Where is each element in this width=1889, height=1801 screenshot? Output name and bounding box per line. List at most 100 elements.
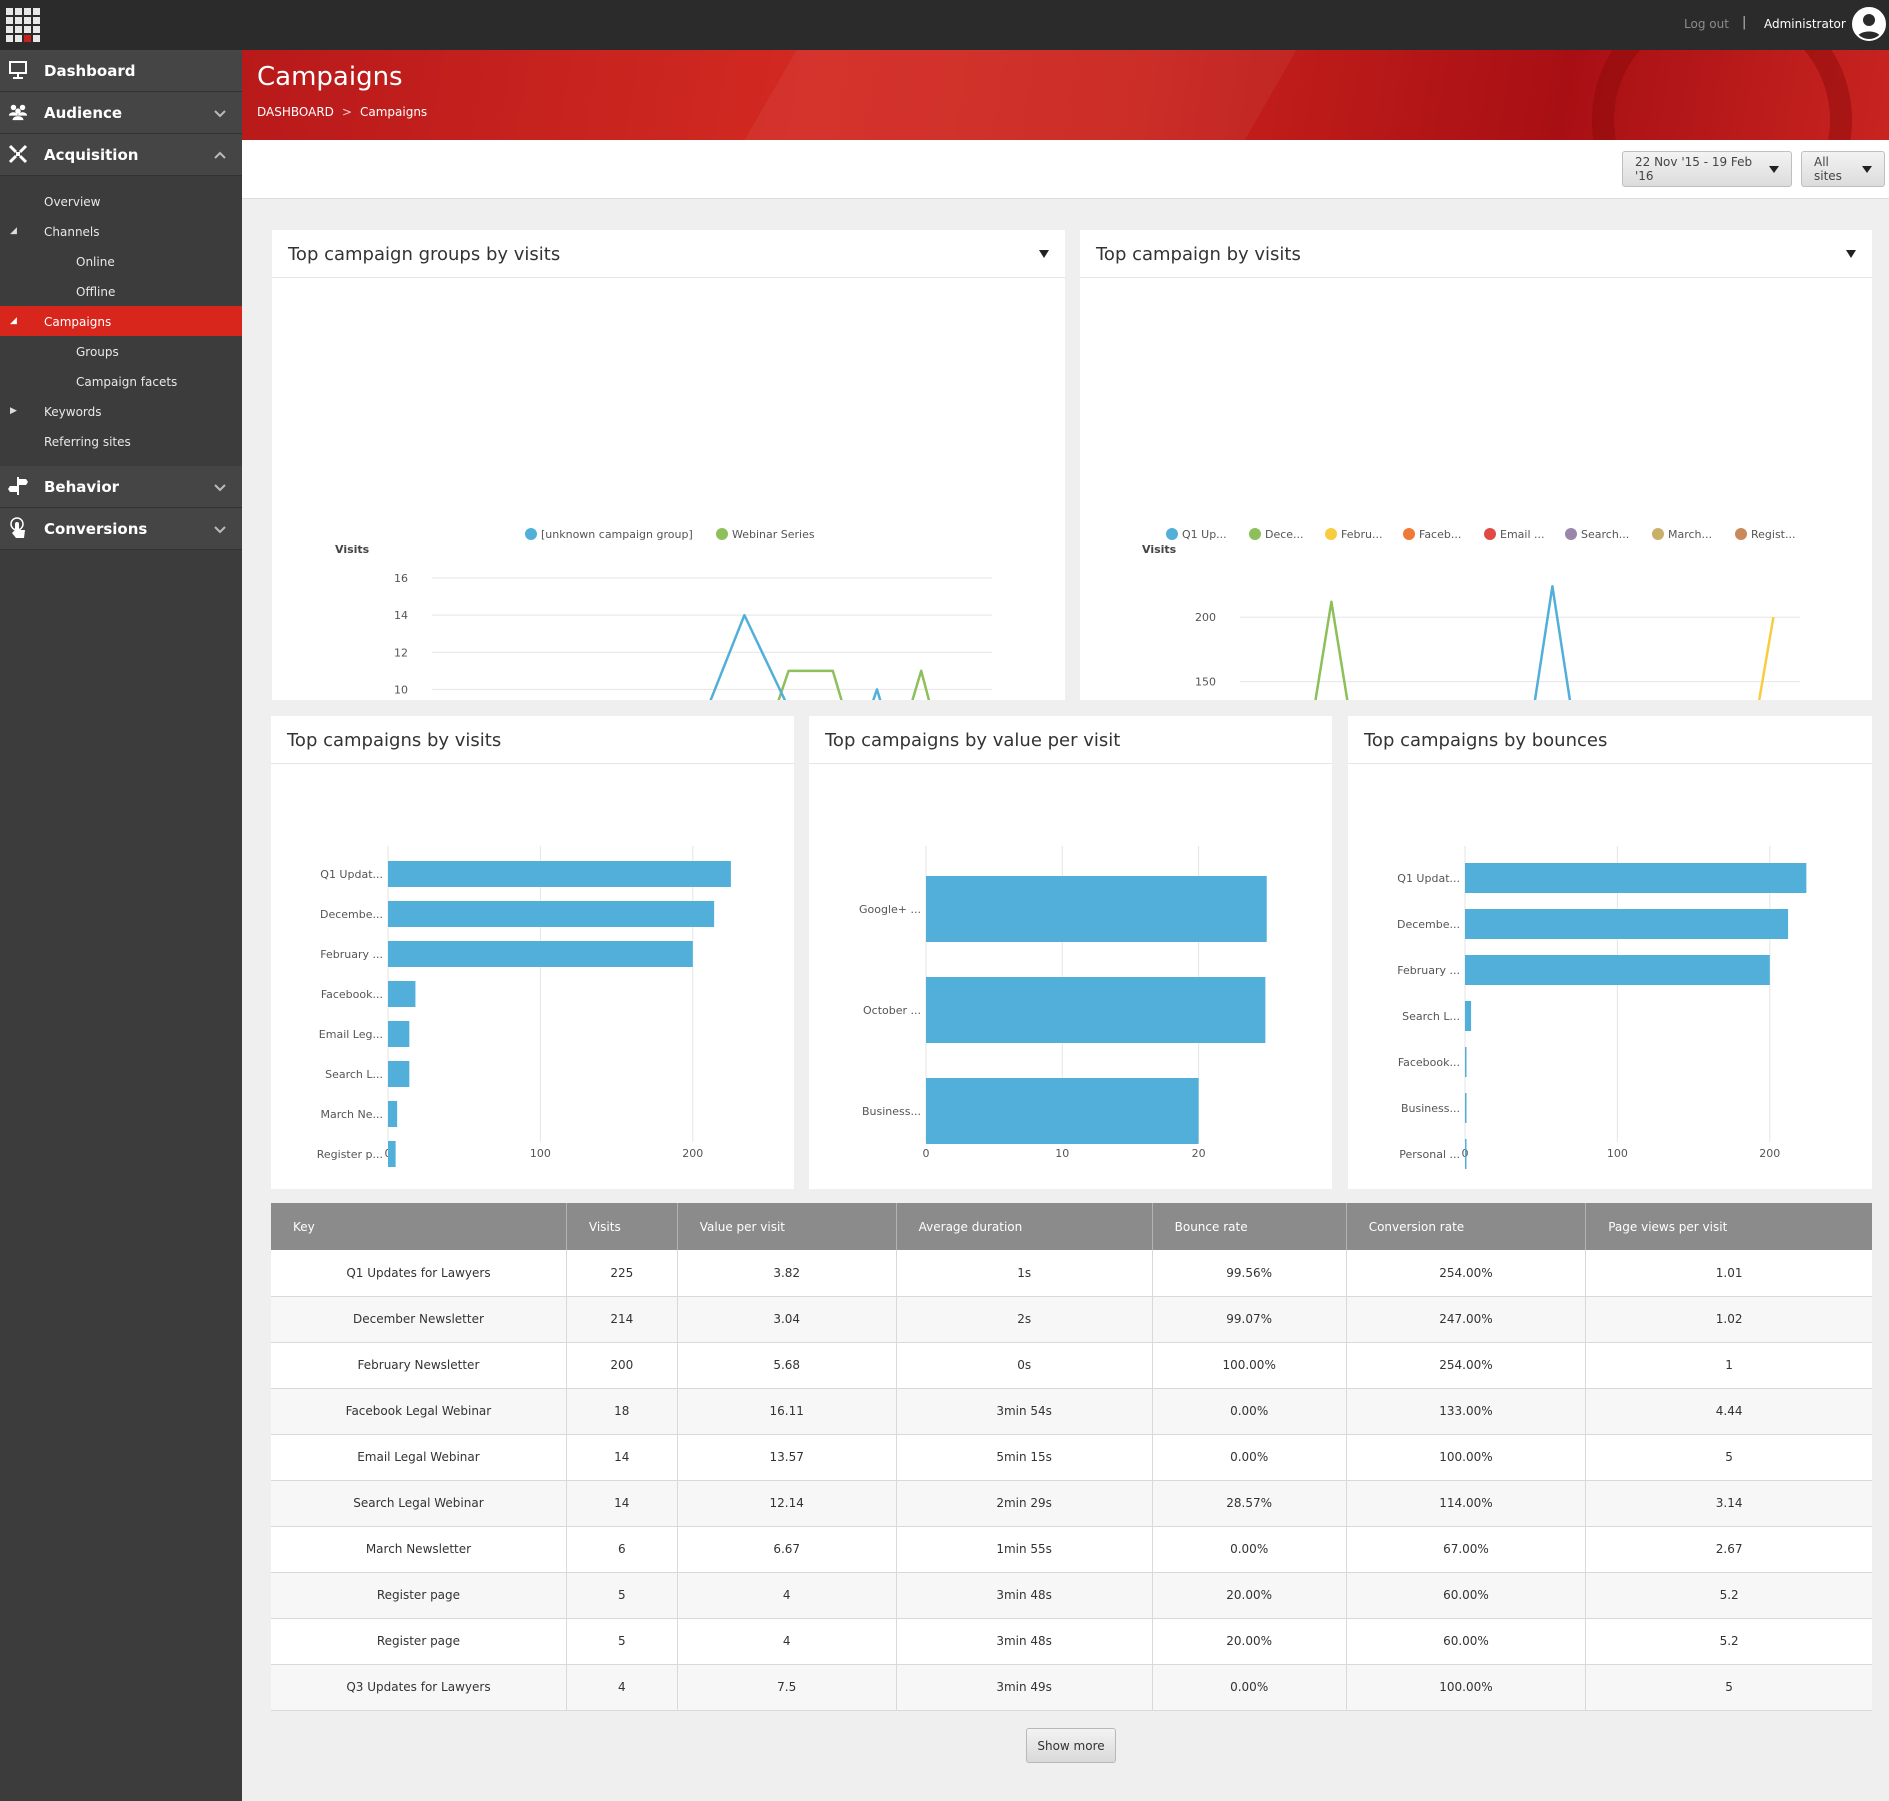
category-label: Q1 Updat... xyxy=(1397,872,1460,885)
column-header[interactable]: Conversion rate xyxy=(1346,1203,1587,1250)
sidebar-item-audience[interactable]: Audience xyxy=(0,92,242,134)
user-icon xyxy=(1857,14,1881,39)
table-cell: 1.02 xyxy=(1585,1296,1872,1343)
table-row[interactable]: Search Legal Webinar 14 12.14 2min 29s 28.57… xyxy=(271,1480,1872,1527)
category-label: March Ne... xyxy=(320,1108,383,1121)
table-cell: 225 xyxy=(566,1250,678,1297)
table-cell: 254.00% xyxy=(1346,1250,1587,1297)
sidebar-subitem-groups[interactable]: Groups xyxy=(0,336,242,366)
sidebar-subitem-campaigns[interactable]: ◢ Campaigns xyxy=(0,306,242,336)
panel-header xyxy=(1348,716,1872,764)
x-tick-label: 20 xyxy=(1192,1147,1206,1160)
page-header: Campaigns DASHBOARD > Campaigns xyxy=(242,50,1889,140)
bar xyxy=(1465,955,1770,985)
avatar[interactable] xyxy=(1852,7,1886,41)
table-row[interactable]: December Newsletter 214 3.04 2s 99.07% 247.00… xyxy=(271,1296,1872,1343)
sidebar-item-label: Audience xyxy=(44,104,123,122)
panel-menu-icon[interactable] xyxy=(1039,250,1049,258)
table-row[interactable]: February Newsletter 200 5.68 0s 100.00% 254.0… xyxy=(271,1342,1872,1389)
table-cell: 20.00% xyxy=(1152,1572,1347,1619)
column-header[interactable]: Value per visit xyxy=(677,1203,897,1250)
table-cell: 5.68 xyxy=(677,1342,897,1389)
legend-swatch xyxy=(1484,528,1496,540)
acquisition-icon xyxy=(8,144,28,164)
app-launcher-icon[interactable] xyxy=(6,8,40,42)
panel-header xyxy=(271,716,794,764)
sidebar-subitem-label: Referring sites xyxy=(44,435,131,449)
sidebar-subitem-campaign-facets[interactable]: Campaign facets xyxy=(0,366,242,396)
x-tick-label: 0 xyxy=(923,1147,930,1160)
sidebar-subitem-overview[interactable]: Overview xyxy=(0,186,242,216)
user-name[interactable]: Administrator xyxy=(1764,17,1846,31)
sidebar-item-conversions[interactable]: Conversions xyxy=(0,508,242,550)
column-header[interactable]: Bounce rate xyxy=(1152,1203,1347,1250)
sidebar-subitem-online[interactable]: Online xyxy=(0,246,242,276)
bar xyxy=(388,1101,398,1127)
sidebar-subitem-offline[interactable]: Offline xyxy=(0,276,242,306)
table-row[interactable]: Facebook Legal Webinar 18 16.11 3min 54s 0.0… xyxy=(271,1388,1872,1435)
category-label: Decembe... xyxy=(1397,918,1460,931)
table-cell: 5 xyxy=(566,1572,678,1619)
sidebar-item-acquisition[interactable]: Acquisition xyxy=(0,134,242,176)
table-row[interactable]: March Newsletter 6 6.67 1min 55s 0.00% 67.00%… xyxy=(271,1526,1872,1573)
table-body: Q1 Updates for Lawyers 225 3.82 1s 99.56% 254… xyxy=(271,1250,1872,1711)
people-icon xyxy=(8,102,28,122)
column-header[interactable]: Key xyxy=(271,1203,567,1250)
sidebar-subitem-referring-sites[interactable]: Referring sites xyxy=(0,426,242,456)
table-cell: 133.00% xyxy=(1346,1388,1587,1435)
bar xyxy=(388,1021,410,1047)
category-label: Business... xyxy=(862,1105,921,1118)
panel-menu-icon[interactable] xyxy=(1846,250,1856,258)
panel-header xyxy=(809,716,1332,764)
expand-triangle-icon[interactable]: ◢ xyxy=(10,226,17,236)
legend-label: Search... xyxy=(1581,528,1629,541)
touch-icon xyxy=(8,517,28,538)
bar xyxy=(926,1078,1199,1144)
table-cell: December Newsletter xyxy=(271,1296,567,1343)
table-row[interactable]: Register page 5 4 3min 48s 20.00% 60.00% 5.2 xyxy=(271,1618,1872,1665)
expand-triangle-icon[interactable]: ◢ xyxy=(10,316,17,326)
table-row[interactable]: Q1 Updates for Lawyers 225 3.82 1s 99.56% 254… xyxy=(271,1250,1872,1297)
table-row[interactable]: Register page 5 4 3min 48s 20.00% 60.00% 5.2 xyxy=(271,1572,1872,1619)
logout-link[interactable]: Log out xyxy=(1684,17,1729,31)
table-cell: 0.00% xyxy=(1152,1434,1347,1481)
column-header[interactable]: Average duration xyxy=(896,1203,1153,1250)
category-label: Personal ... xyxy=(1399,1148,1460,1161)
category-label: October ... xyxy=(863,1004,921,1017)
sidebar-subitem-keywords[interactable]: ▶ Keywords xyxy=(0,396,242,426)
sites-value: All sites xyxy=(1814,155,1842,183)
y-tick-label: 200 xyxy=(1195,611,1216,624)
bar xyxy=(1465,1139,1467,1169)
table-cell: 0.00% xyxy=(1152,1664,1347,1711)
y-axis-label: Visits xyxy=(1142,543,1177,556)
table-cell: 12.14 xyxy=(677,1480,897,1527)
sidebar-subitem-label: Keywords xyxy=(44,405,102,419)
breadcrumb-dashboard[interactable]: DASHBOARD xyxy=(257,105,334,119)
x-tick-label: 100 xyxy=(530,1147,551,1160)
sidebar-item-label: Dashboard xyxy=(44,62,136,80)
table-cell: Register page xyxy=(271,1618,567,1665)
panel-campaigns-by-bounces: Top campaigns by bounces 0100200Q1 Updat… xyxy=(1348,716,1872,1189)
table-cell: 18 xyxy=(566,1388,678,1435)
table-cell: 100.00% xyxy=(1346,1664,1587,1711)
table-cell: 0.00% xyxy=(1152,1526,1347,1573)
sidebar-item-behavior[interactable]: Behavior xyxy=(0,466,242,508)
sidebar-item-dashboard[interactable]: Dashboard xyxy=(0,50,242,92)
date-range-value: 22 Nov '15 - 19 Feb '16 xyxy=(1635,155,1753,183)
sidebar-subitem-channels[interactable]: ◢ Channels xyxy=(0,216,242,246)
date-range-dropdown[interactable]: 22 Nov '15 - 19 Feb '16 xyxy=(1622,151,1792,187)
table-row[interactable]: Q3 Updates for Lawyers 4 7.5 3min 49s 0.00% 1… xyxy=(271,1664,1872,1711)
y-tick-label: 12 xyxy=(394,646,408,659)
y-tick-label: 14 xyxy=(394,609,408,622)
table-cell: 4 xyxy=(677,1572,897,1619)
show-more-button[interactable]: Show more xyxy=(1026,1728,1116,1763)
caret-down-icon xyxy=(1769,165,1779,173)
legend-label: Email ... xyxy=(1500,528,1545,541)
table-row[interactable]: Email Legal Webinar 14 13.57 5min 15s 0.00% 1… xyxy=(271,1434,1872,1481)
collapse-triangle-icon[interactable]: ▶ xyxy=(10,406,17,416)
table-cell: Search Legal Webinar xyxy=(271,1480,567,1527)
sites-dropdown[interactable]: All sites xyxy=(1801,151,1885,187)
column-header[interactable]: Visits xyxy=(566,1203,678,1250)
column-header[interactable]: Page views per visit xyxy=(1585,1203,1872,1250)
bar-chart-campaigns-by-visits: 0100200Q1 Updat...Decembe...February ...… xyxy=(317,846,731,1167)
